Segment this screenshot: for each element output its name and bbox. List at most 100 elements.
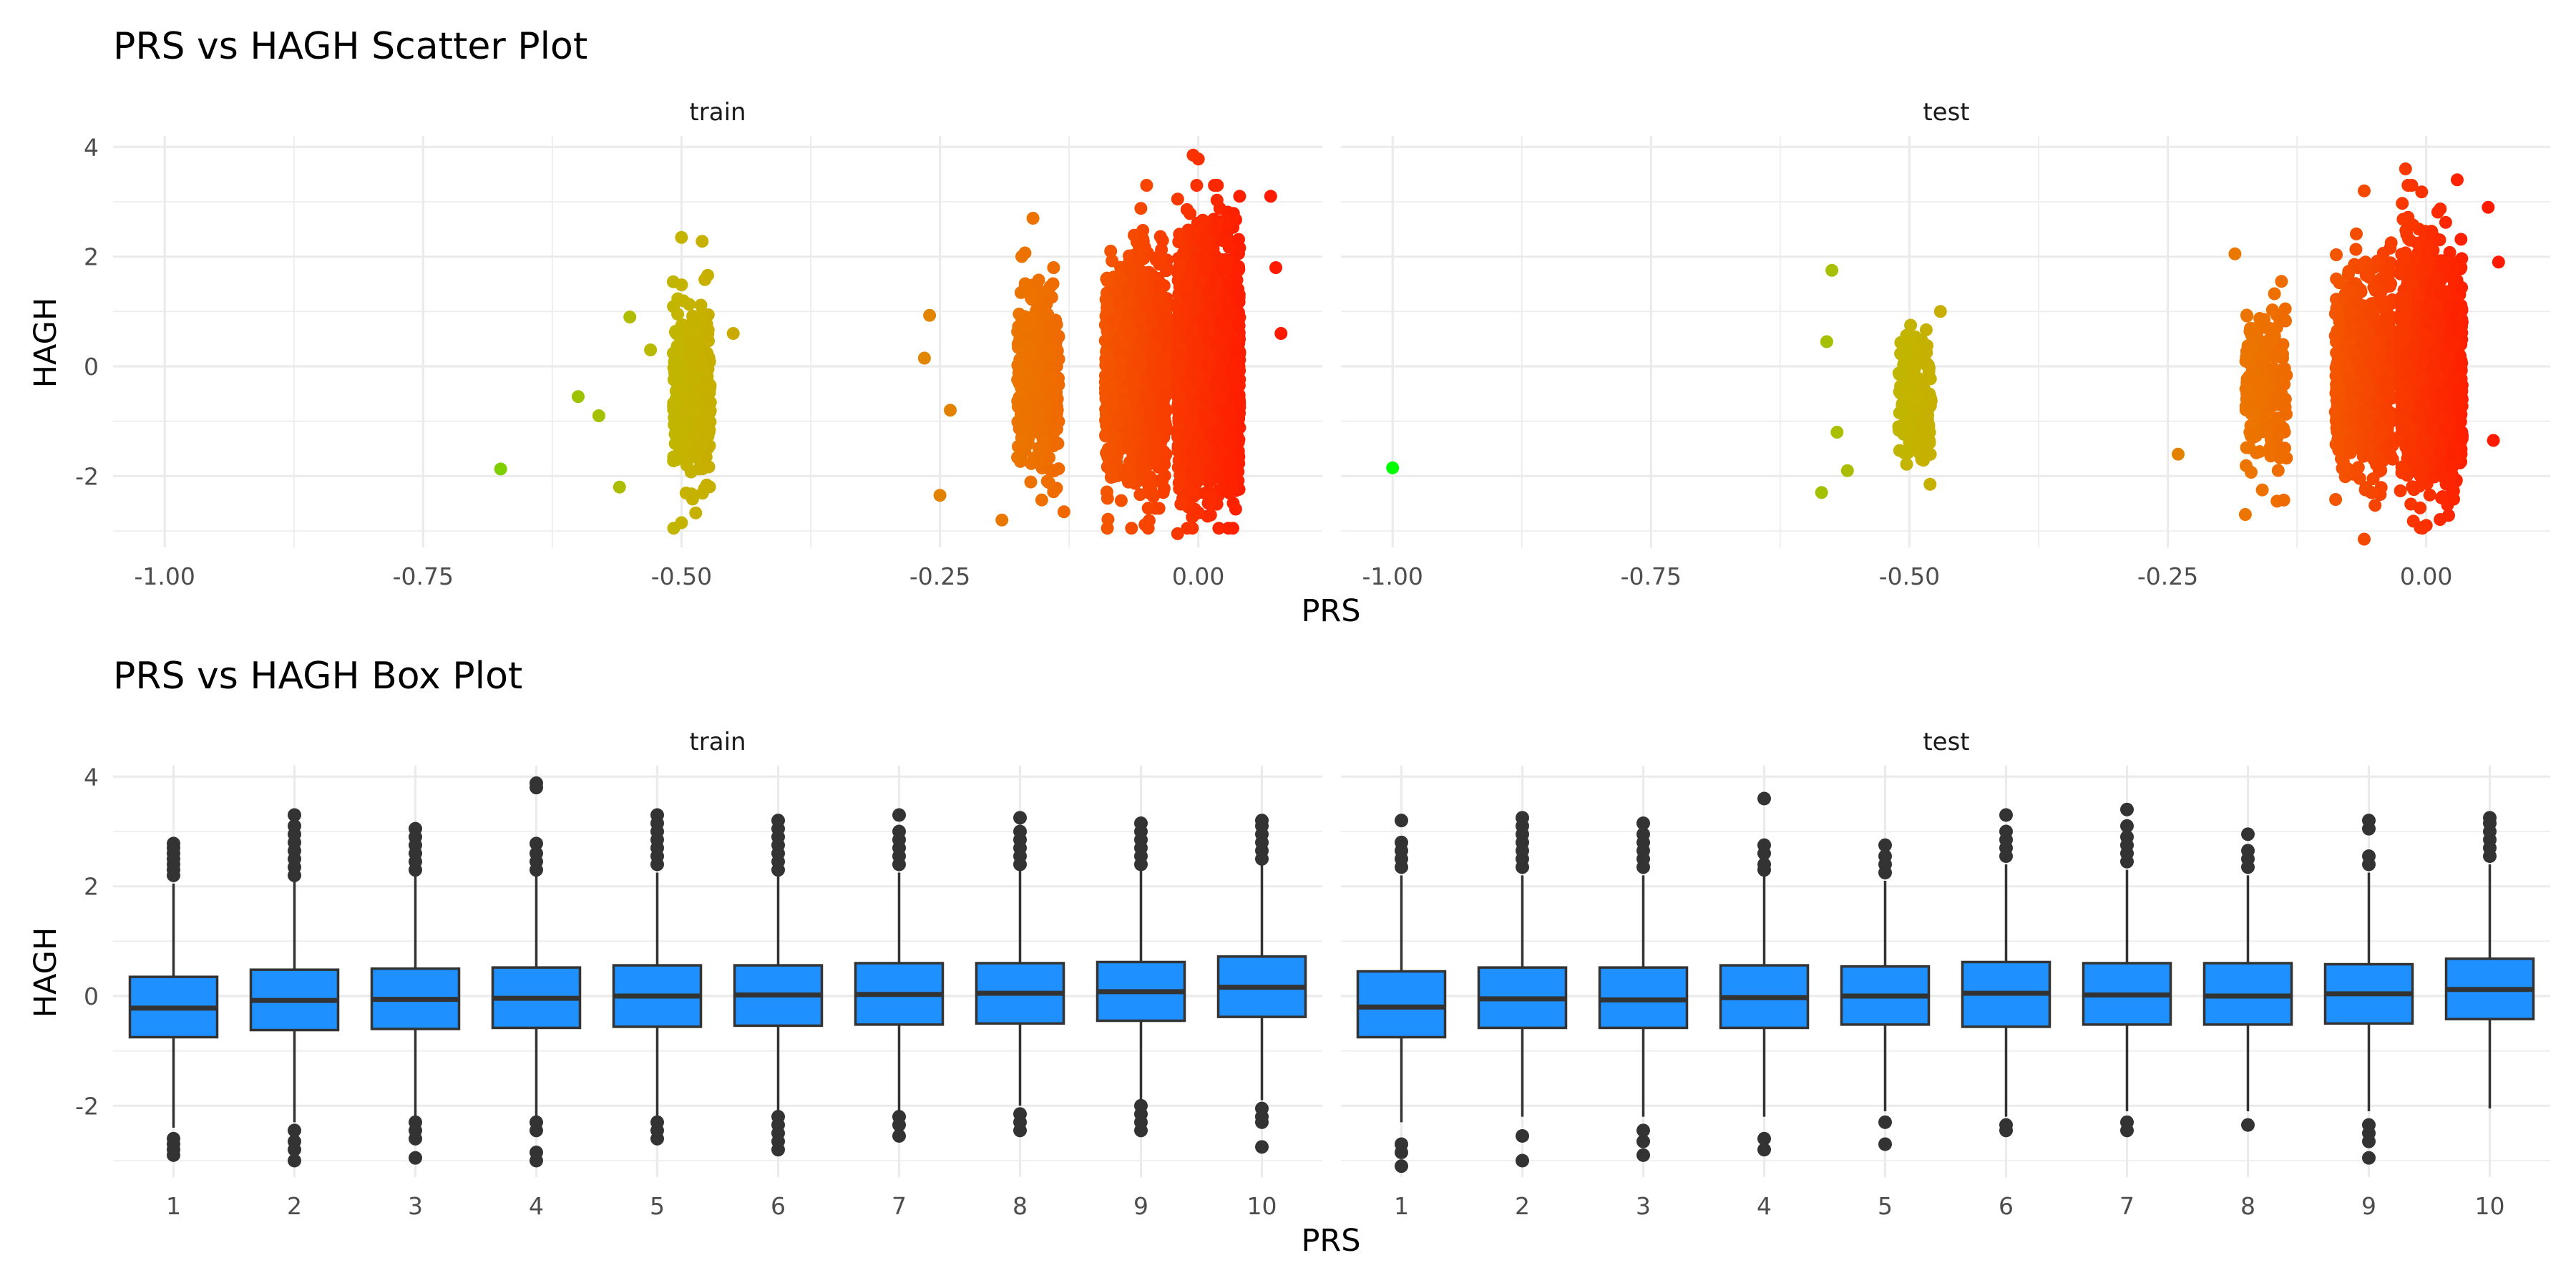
scatter-point-train — [1226, 497, 1240, 510]
scatter-point-train — [670, 358, 683, 371]
scatter-point-train — [1201, 485, 1214, 499]
scatter-point-train — [1032, 358, 1045, 372]
scatter-point-train — [1025, 343, 1038, 356]
scatter-point-train — [1190, 179, 1204, 192]
scatter-point-train — [1050, 331, 1064, 344]
scatter-point-train — [1159, 316, 1173, 330]
scatter-point-train — [1225, 361, 1239, 375]
scatter-point-train — [1204, 508, 1217, 522]
scatter-point-train — [683, 350, 696, 364]
scatter-point-train — [1153, 255, 1167, 269]
scatter-point-train — [1042, 476, 1055, 489]
scatter-point-train — [1226, 207, 1240, 220]
scatter-point-train — [1172, 235, 1186, 248]
scatter-point-train — [1188, 467, 1201, 481]
scatter-point-train — [667, 346, 680, 360]
scatter-point-train — [1040, 399, 1054, 412]
scatter-point-train — [1051, 436, 1065, 450]
scatter-point-train — [677, 294, 690, 308]
scatter-point-train — [669, 453, 683, 467]
scatter-point-train — [1035, 493, 1048, 507]
scatter-point-train — [1101, 274, 1114, 288]
scatter-point-train — [1047, 386, 1060, 399]
scatter-point-train — [1150, 291, 1163, 305]
scatter-point-train — [1151, 328, 1165, 341]
scatter-point-train — [689, 450, 703, 464]
scatter-point-train — [1137, 270, 1150, 283]
scatter-point-train — [1158, 458, 1171, 472]
scatter-point-train — [670, 326, 683, 339]
scatter-point-train — [1133, 311, 1146, 324]
scatter-point-train — [671, 397, 685, 411]
scatter-point-train — [680, 459, 693, 472]
scatter-point-train — [1030, 406, 1044, 419]
scatter-point-train — [686, 316, 699, 330]
scatter-point-train — [1204, 496, 1216, 509]
scatter-point-train — [1191, 427, 1205, 441]
scatter-point-train — [1210, 276, 1224, 290]
scatter-point-train — [1222, 240, 1236, 254]
scatter-point-train — [692, 337, 705, 351]
scatter-point-train — [688, 406, 701, 420]
scatter-point-train — [677, 386, 691, 399]
scatter-point-train — [1212, 471, 1226, 484]
scatter-point-train — [1156, 234, 1169, 248]
scatter-point-train — [1196, 213, 1209, 227]
scatter-point-train — [1129, 379, 1143, 392]
scatter-point-train — [1145, 348, 1158, 362]
scatter-point-train — [1133, 488, 1147, 502]
scatter-point-train — [1052, 462, 1065, 476]
scatter-point-train — [668, 427, 682, 441]
scatter-point-train — [1145, 315, 1158, 328]
scatter-point-train — [1014, 421, 1028, 434]
scatter-point-train — [1016, 434, 1030, 447]
scatter-point-train — [1203, 411, 1216, 425]
scatter-point-train — [1101, 301, 1114, 314]
scatter-point-train — [688, 371, 701, 384]
scatter-point-train — [1210, 193, 1224, 207]
scatter-point-train — [1051, 414, 1065, 427]
scatter-point-train — [1103, 382, 1117, 396]
scatter-point-train — [1014, 449, 1028, 462]
scatter-points — [494, 148, 2505, 546]
scatter-point-train — [1214, 362, 1228, 376]
scatter-point-train — [1050, 403, 1064, 416]
scatter-point-train — [1036, 285, 1050, 298]
scatter-point-train — [1141, 476, 1154, 489]
scatter-point-train — [1041, 308, 1055, 321]
scatter-point-train — [1221, 222, 1234, 235]
scatter-point-train — [1174, 497, 1188, 511]
scatter-point-train — [1013, 333, 1027, 347]
scatter-point-train — [698, 273, 712, 286]
scatter-point-train — [1141, 502, 1155, 515]
scatter-point-train — [1104, 245, 1118, 258]
scatter-point-train — [1174, 259, 1188, 273]
scatter-strip-test: test — [1923, 98, 1969, 127]
scatter-point-train — [1040, 343, 1053, 356]
scatter-strip-train: train — [689, 98, 746, 127]
scatter-point-train — [1111, 414, 1125, 428]
scatter-point-train — [1180, 203, 1194, 216]
scatter-point-train — [1148, 440, 1161, 453]
scatter-point-train — [1104, 471, 1118, 484]
scatter-point-train — [1210, 296, 1224, 309]
scatter-point-train — [1121, 424, 1134, 438]
scatter-point-train — [1043, 451, 1056, 464]
scatter-point-train — [1035, 419, 1048, 433]
scatter-point-train — [1124, 326, 1138, 340]
scatter-point-train — [1134, 202, 1148, 215]
scatter-point-train — [1024, 313, 1038, 327]
scatter-point-train — [1157, 369, 1170, 383]
scatter-point-train — [1181, 427, 1194, 440]
scatter-point-train — [1211, 179, 1224, 192]
scatter-point-train — [1032, 441, 1045, 455]
scatter-point-train — [666, 275, 680, 288]
scatter-point-train — [1114, 367, 1128, 381]
scatter-point-train — [1141, 522, 1155, 535]
scatter-point-train — [1018, 246, 1032, 260]
scatter-point-train — [696, 361, 709, 374]
scatter-point-train — [1101, 492, 1114, 505]
scatter-point-train — [1026, 283, 1040, 297]
scatter-point-train — [696, 438, 710, 452]
